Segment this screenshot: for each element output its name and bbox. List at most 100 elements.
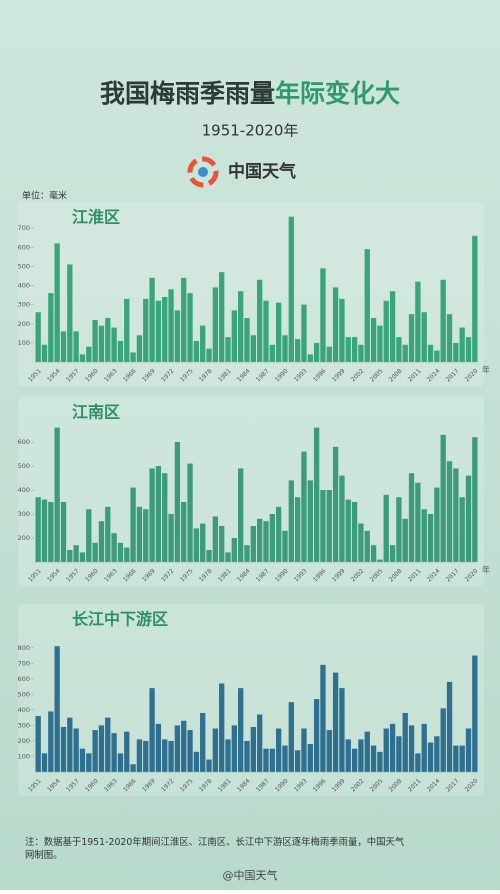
bar — [250, 726, 256, 772]
bar — [149, 277, 155, 362]
bar — [168, 740, 174, 772]
bar — [200, 712, 206, 772]
y-tick-label: 400 — [18, 486, 30, 494]
bar — [358, 344, 364, 362]
bar — [124, 547, 130, 562]
bar — [282, 745, 288, 772]
bar — [238, 468, 244, 562]
bar — [200, 325, 206, 362]
bar — [408, 473, 415, 562]
bar — [377, 751, 383, 772]
bar — [377, 559, 383, 562]
bar — [244, 318, 250, 362]
bar — [396, 736, 402, 772]
bar — [231, 310, 238, 362]
bar — [370, 545, 377, 562]
bar — [313, 427, 320, 562]
bar — [105, 717, 111, 772]
bar — [168, 289, 174, 362]
bar — [326, 346, 332, 362]
bar — [162, 739, 168, 772]
bar — [370, 745, 377, 772]
bar — [269, 344, 275, 362]
bar — [212, 728, 219, 772]
bar — [307, 480, 313, 562]
bar — [67, 717, 73, 772]
bar — [130, 487, 136, 562]
y-tick-label: 300 — [18, 510, 30, 518]
bar — [149, 688, 155, 772]
bar — [282, 335, 288, 362]
bar — [181, 720, 187, 772]
bar — [60, 502, 67, 562]
bar — [332, 446, 339, 562]
bar — [402, 712, 408, 772]
y-tick-label: 500 — [18, 690, 30, 698]
bar — [408, 314, 415, 362]
bar — [231, 725, 238, 772]
y-tick-label: 600 — [18, 438, 30, 446]
bar — [313, 342, 320, 362]
y-tick-label: 700 — [18, 659, 30, 667]
bar — [212, 516, 219, 562]
bar — [453, 745, 459, 772]
bar — [370, 318, 377, 362]
bar — [307, 744, 313, 772]
bar — [111, 733, 117, 772]
y-tick-label: 100 — [18, 752, 30, 760]
bar — [389, 291, 396, 362]
bar — [402, 518, 408, 562]
bar — [383, 300, 389, 362]
y-tick-label: 500 — [18, 462, 30, 470]
bar — [35, 312, 41, 362]
bar — [250, 526, 256, 562]
bar — [174, 442, 181, 562]
bar — [193, 340, 200, 362]
bar — [459, 497, 465, 562]
bar — [117, 753, 124, 772]
logo-text: 中国天气 — [228, 161, 296, 182]
bar — [275, 728, 282, 772]
bar — [244, 545, 250, 562]
bar — [250, 335, 256, 362]
bar — [434, 350, 440, 362]
bar — [79, 552, 86, 562]
y-tick-label: 600 — [18, 675, 30, 683]
chart-title: 江南区 — [72, 403, 120, 422]
y-tick-label: 600 — [18, 243, 30, 251]
bar — [168, 514, 174, 562]
bar — [320, 268, 326, 362]
bar — [136, 335, 143, 362]
bar — [364, 249, 370, 362]
bar — [339, 688, 345, 772]
bar — [79, 354, 86, 362]
bar — [351, 337, 358, 362]
bar — [136, 739, 143, 772]
bar — [446, 681, 453, 772]
bar — [238, 688, 244, 772]
bar — [339, 475, 345, 562]
bar — [421, 723, 427, 772]
bar — [86, 346, 92, 362]
bar — [332, 672, 339, 772]
note-text: 注：数据基于1951-2020年期间江淮区、江南区、长江中下游区逐年梅雨季雨量，… — [25, 836, 405, 848]
bar — [275, 506, 282, 562]
bar — [440, 708, 446, 772]
y-tick-label: 500 — [18, 262, 30, 270]
bar — [345, 739, 351, 772]
bar — [136, 506, 143, 562]
bar — [162, 473, 168, 562]
bar — [472, 655, 478, 772]
bar — [54, 243, 60, 362]
y-tick-label: 300 — [18, 721, 30, 729]
note-text-line: 网制图。 — [25, 849, 63, 861]
bar — [288, 216, 294, 362]
bar — [79, 748, 86, 772]
bar — [124, 298, 130, 362]
bar — [257, 279, 263, 362]
bar — [231, 538, 238, 562]
bar — [294, 750, 301, 772]
bar — [434, 487, 440, 562]
